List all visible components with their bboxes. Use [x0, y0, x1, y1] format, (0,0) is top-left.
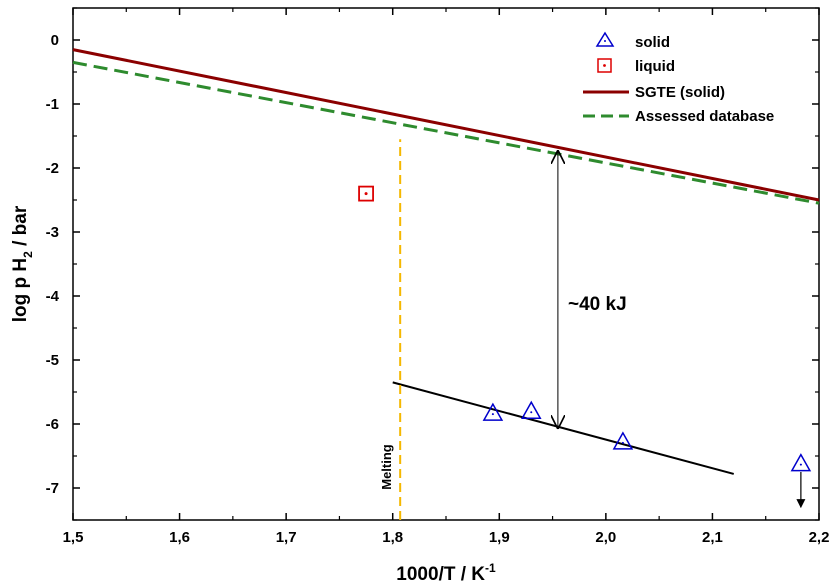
x-tick-label: 1,9 — [489, 529, 510, 546]
x-tick-label: 1,5 — [63, 529, 84, 546]
x-tick-label: 2,0 — [595, 529, 616, 546]
solid-data-point — [482, 402, 504, 421]
liquid-data-point-dot — [364, 192, 368, 196]
liquid-data-point — [358, 185, 374, 202]
sgte-solid-line — [72, 48, 820, 202]
plot-area — [72, 7, 820, 521]
y-tick-label: -1 — [46, 96, 59, 113]
solid-data-point-dot — [621, 441, 624, 444]
y-tick-label: -7 — [46, 480, 59, 497]
legend-liquid-dot-icon — [603, 64, 606, 67]
legend-assessed-label: Assessed database — [635, 108, 774, 125]
y-axis-title-suffix: / bar — [10, 205, 31, 251]
x-tick-label: 1,7 — [276, 529, 297, 546]
legend-liquid-label: liquid — [635, 58, 675, 75]
x-tick-label: 2,2 — [809, 529, 830, 546]
annotations — [558, 150, 806, 509]
x-tick-label: 1,8 — [382, 529, 403, 546]
axis-ticks: 1,5 1,6 1,7 1,8 1,9 2,0 2,1 2,2 0 -1 -2 -3 -4 -5 -6 -7 — [46, 7, 830, 546]
y-tick-label: -3 — [46, 224, 59, 241]
legend-liquid-square-icon — [597, 58, 612, 73]
data-markers — [358, 185, 812, 472]
y-tick-label: -5 — [46, 352, 59, 369]
y-axis-title-subscript: 2 — [21, 251, 35, 258]
x-axis-title-superscript: -1 — [485, 561, 496, 575]
solid-data-point-dot — [530, 411, 533, 414]
assessed-database-line — [72, 60, 820, 205]
y-tick-label: -6 — [46, 416, 59, 433]
legend-solid-dot-icon — [604, 40, 606, 42]
solid-data-point — [612, 431, 634, 450]
melting-annotation: Melting — [379, 444, 394, 490]
y-tick-label: -2 — [46, 160, 59, 177]
legend-solid-triangle-icon — [595, 31, 615, 47]
solid-data-point-dot — [491, 413, 494, 416]
x-tick-label: 2,1 — [702, 529, 723, 546]
solid-data-point — [790, 453, 812, 472]
legend-sgte-label: SGTE (solid) — [635, 84, 725, 101]
solid-data-point — [520, 400, 542, 419]
energy-annotation: ~40 kJ — [568, 294, 627, 315]
y-tick-label: 0 — [51, 32, 59, 49]
x-tick-label: 1,6 — [169, 529, 190, 546]
y-tick-label: -4 — [46, 288, 60, 305]
legend-solid-label: solid — [635, 34, 670, 51]
legend: solid liquid SGTE (solid) Assessed datab… — [583, 31, 774, 125]
y-axis-title: log p H2 / bar — [10, 205, 35, 322]
x-axis-title: 1000/T / K-1 — [396, 561, 496, 585]
solid-data-point-dot — [799, 463, 802, 466]
